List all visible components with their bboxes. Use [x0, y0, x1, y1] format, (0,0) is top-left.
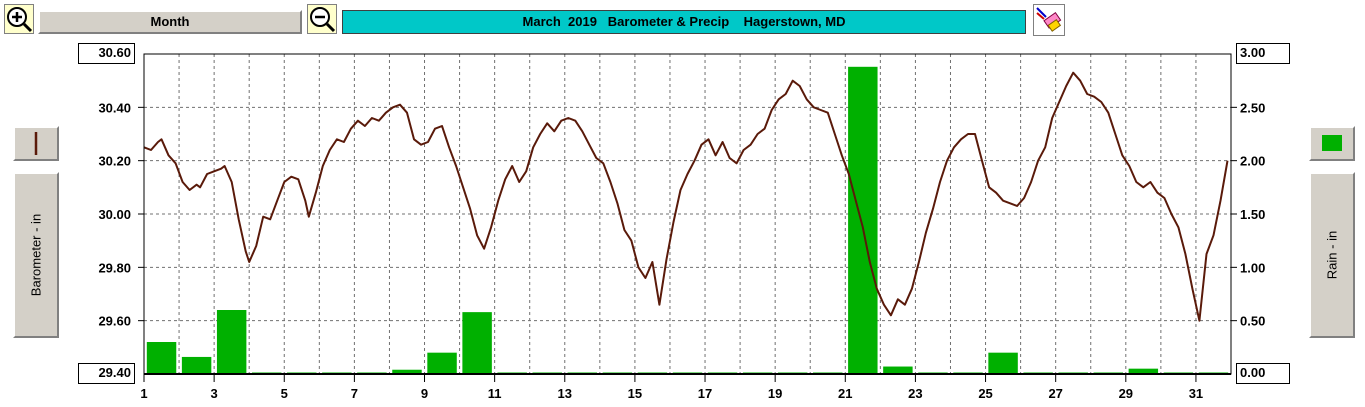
rain-bar — [848, 66, 878, 375]
y-right-tick-label: 0.50 — [1240, 314, 1265, 329]
right-axis-top-label: 3.00 — [1240, 45, 1266, 60]
right-axis-bottom-label-box: 0.00 — [1236, 363, 1290, 384]
x-tick-label: 3 — [211, 386, 218, 401]
y-left-tick-label: 29.60 — [98, 314, 131, 329]
rain-bar — [883, 366, 913, 374]
zoom-out-icon — [310, 7, 336, 33]
title-period: March 2019 — [522, 14, 597, 29]
rain-bar-icon — [1322, 135, 1342, 151]
x-tick-label: 13 — [558, 386, 572, 401]
title-location: Hagerstown, MD — [743, 14, 846, 29]
barometer-legend-button[interactable] — [13, 126, 59, 161]
rain-bar — [462, 312, 492, 374]
barometer-axis-label-box: Barometer - in — [13, 172, 59, 338]
x-tick-label: 29 — [1119, 386, 1133, 401]
zoom-in-button[interactable] — [4, 4, 34, 34]
rain-bar — [988, 352, 1018, 374]
x-tick-label: 31 — [1189, 386, 1203, 401]
zoom-out-button[interactable] — [307, 4, 337, 34]
x-tick-label: 25 — [978, 386, 992, 401]
y-right-tick-label: 1.00 — [1240, 260, 1265, 275]
rain-bar — [392, 369, 422, 374]
x-tick-label: 23 — [908, 386, 922, 401]
eraser-icon — [1036, 7, 1062, 32]
right-axis-top-label-box: 3.00 — [1236, 43, 1290, 64]
x-tick-label: 17 — [698, 386, 712, 401]
x-tick-label: 5 — [281, 386, 288, 401]
x-tick-label: 21 — [838, 386, 852, 401]
x-tick-label: 9 — [421, 386, 428, 401]
x-tick-label: 15 — [628, 386, 642, 401]
x-tick-label: 27 — [1048, 386, 1062, 401]
y-left-tick-label: 30.40 — [98, 100, 131, 115]
rain-bar — [1128, 368, 1159, 374]
x-tick-label: 19 — [768, 386, 782, 401]
rain-bar — [216, 310, 247, 374]
y-right-tick-label: 1.50 — [1240, 207, 1265, 222]
rain-bar — [181, 356, 212, 374]
chart-title-bar: March 2019 Barometer & Precip Hagerstown… — [342, 10, 1026, 34]
x-tick-label: 7 — [351, 386, 358, 401]
y-left-tick-label: 30.00 — [98, 207, 131, 222]
y-right-tick-label: 2.50 — [1240, 100, 1265, 115]
y-left-tick-label: 30.20 — [98, 154, 131, 169]
eraser-button[interactable] — [1033, 4, 1065, 36]
right-axis-bottom-label: 0.00 — [1240, 365, 1266, 380]
left-axis-bottom-label: 29.40 — [98, 365, 131, 380]
title-measures: Barometer & Precip — [607, 14, 730, 29]
left-axis-top-label: 30.60 — [98, 45, 131, 60]
rain-axis-label-box: Rain - in — [1309, 172, 1355, 338]
rain-bar — [146, 342, 177, 374]
y-right-tick-label: 2.00 — [1240, 154, 1265, 169]
barometer-line — [143, 71, 1229, 322]
x-tick-label: 11 — [488, 386, 502, 401]
rain-bar — [427, 352, 457, 374]
period-button[interactable]: Month — [38, 10, 302, 34]
barometer-line-icon — [34, 132, 38, 155]
left-axis-top-label-box: 30.60 — [78, 43, 135, 64]
y-left-tick-label: 29.80 — [98, 260, 131, 275]
left-axis-bottom-label-box: 29.40 — [78, 363, 135, 384]
rain-legend-button[interactable] — [1309, 126, 1355, 161]
x-tick-label: 1 — [140, 386, 147, 401]
zoom-in-icon — [7, 7, 33, 33]
